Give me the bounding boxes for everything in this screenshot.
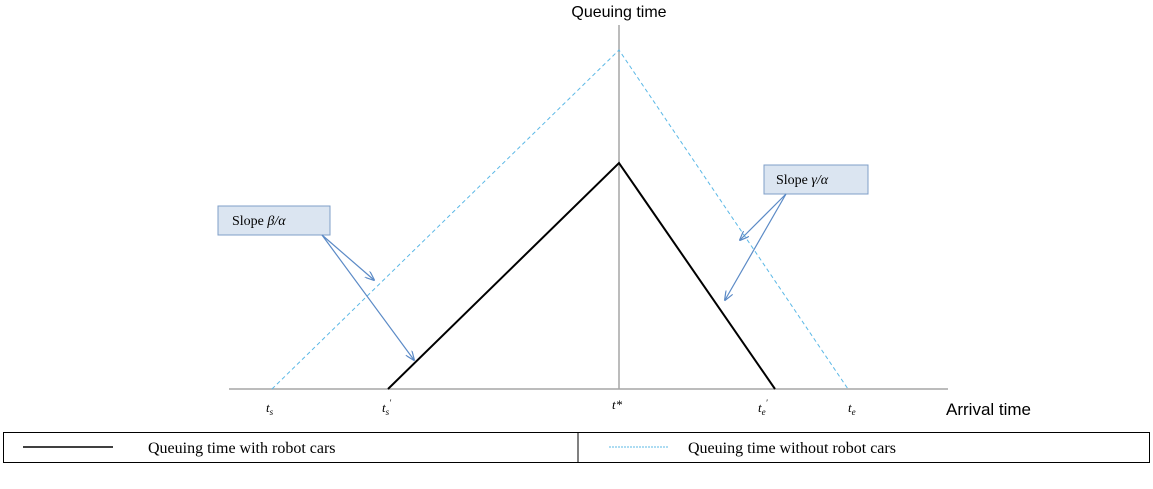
callout-box (763, 164, 869, 195)
x-axis-label: Arrival time (946, 400, 1031, 419)
tick-label: te (848, 400, 856, 417)
legend-box (3, 432, 1150, 463)
tick-label: te′ (758, 398, 769, 417)
callout-text: Slope β/α (232, 214, 286, 229)
callout-arrow (321, 234, 374, 280)
tick-label: ts′ (382, 398, 392, 417)
with-robot-line (387, 161, 776, 390)
legend-label: Queuing time without robot cars (688, 440, 896, 457)
callout-text: Slope γ/α (776, 173, 829, 188)
legend-label: Queuing time with robot cars (148, 440, 336, 457)
tick-label: ts (266, 400, 274, 417)
callout-arrow (321, 234, 414, 360)
tick-label: t* (612, 397, 623, 412)
callout-box (217, 205, 331, 236)
y-axis-label: Queuing time (571, 4, 666, 21)
callout-arrow (725, 193, 787, 300)
callout-arrow (740, 193, 787, 240)
without-robot-line (271, 49, 849, 390)
